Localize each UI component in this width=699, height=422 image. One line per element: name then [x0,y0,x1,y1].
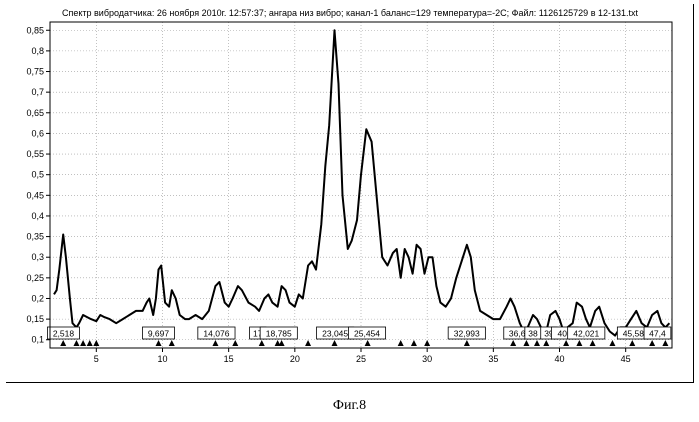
peak-label-text: 2,518 [53,329,75,339]
y-tick-label: 0,5 [31,170,44,180]
peak-marker [232,340,238,346]
peak-label-text: 38 [528,329,538,339]
peak-marker [93,340,99,346]
peak-marker [73,340,79,346]
peak-label-text: 42,021 [573,329,599,339]
spectrum-chart: 0,1 0,15 0,2 0,25 0,3 0,35 0,4 0,45 0,5 0,55 0,6 0,… [0,0,699,395]
peak-marker [87,340,93,346]
y-tick-label: 0,65 [26,108,44,118]
x-tick-label: 10 [157,354,167,364]
peak-label-text: 45,58 [623,329,645,339]
peak-label: 47,4 [644,327,671,339]
y-tick-label: 0,7 [31,87,44,97]
peak-markers [60,340,668,346]
peak-marker [649,340,655,346]
peak-marker [398,340,404,346]
x-tick-label: 5 [94,354,99,364]
peak-label: 42,021 [568,327,605,339]
peak-label-text: 18,785 [266,329,292,339]
y-tick-label: 0,25 [26,273,44,283]
figure-caption: Фиг.8 [0,398,699,414]
peak-marker [576,340,582,346]
peak-label-text: 47,4 [649,329,666,339]
x-tick-label: 15 [224,354,234,364]
y-tick-label: 0,8 [31,46,44,56]
peak-marker [590,340,596,346]
peak-label: 18,785 [260,327,297,339]
peak-label: 25,454 [348,327,385,339]
peak-label: 32,993 [448,327,485,339]
peak-marker [534,340,540,346]
peak-marker [156,340,162,346]
x-axis-ticks: 5 10 15 20 25 30 35 40 45 [94,348,631,364]
y-tick-label: 0,85 [26,25,44,35]
x-tick-label: 20 [290,354,300,364]
y-tick-label: 0,2 [31,293,44,303]
peak-marker [332,340,338,346]
y-tick-label: 0,4 [31,211,44,221]
peak-marker [169,340,175,346]
y-tick-label: 0,6 [31,128,44,138]
peak-marker [464,340,470,346]
spectrum-line [54,30,669,335]
peak-marker [662,340,668,346]
y-tick-label: 0,15 [26,314,44,324]
peak-marker [259,340,265,346]
peak-labels: 2,5189,69714,0761718,78523,04525,45432,9… [47,327,670,339]
peak-marker [543,340,549,346]
x-tick-label: 30 [422,354,432,364]
y-tick-label: 0,3 [31,252,44,262]
y-tick-label: 0,75 [26,67,44,77]
y-tick-label: 0,55 [26,149,44,159]
y-tick-label: 0,1 [31,335,44,345]
peak-marker [80,340,86,346]
peak-marker [609,340,615,346]
y-axis-ticks: 0,1 0,15 0,2 0,25 0,3 0,35 0,4 0,45 0,5 0,55 0,6 0,… [26,25,50,344]
peak-marker [629,340,635,346]
peak-label-text: 25,454 [354,329,380,339]
y-tick-label: 0,45 [26,190,44,200]
peak-marker [424,340,430,346]
peak-label-text: 23,045 [322,329,348,339]
peak-label-text: 9,697 [148,329,170,339]
peak-marker [60,340,66,346]
x-tick-label: 25 [356,354,366,364]
peak-marker [365,340,371,346]
peak-marker [212,340,218,346]
peak-label: 2,518 [47,327,79,339]
peak-label: 14,076 [198,327,235,339]
peak-marker [305,340,311,346]
x-tick-label: 40 [555,354,565,364]
x-tick-label: 45 [621,354,631,364]
peak-label-text: 32,993 [454,329,480,339]
peak-label-text: 14,076 [203,329,229,339]
peak-marker [523,340,529,346]
series-layer [54,30,669,335]
peak-marker [279,340,285,346]
y-tick-label: 0,35 [26,232,44,242]
peak-marker [510,340,516,346]
peak-marker [563,340,569,346]
x-tick-label: 35 [488,354,498,364]
peak-marker [411,340,417,346]
peak-label: 38 [525,327,541,339]
peak-label-text: 36,6 [509,329,526,339]
peak-label: 9,697 [142,327,174,339]
